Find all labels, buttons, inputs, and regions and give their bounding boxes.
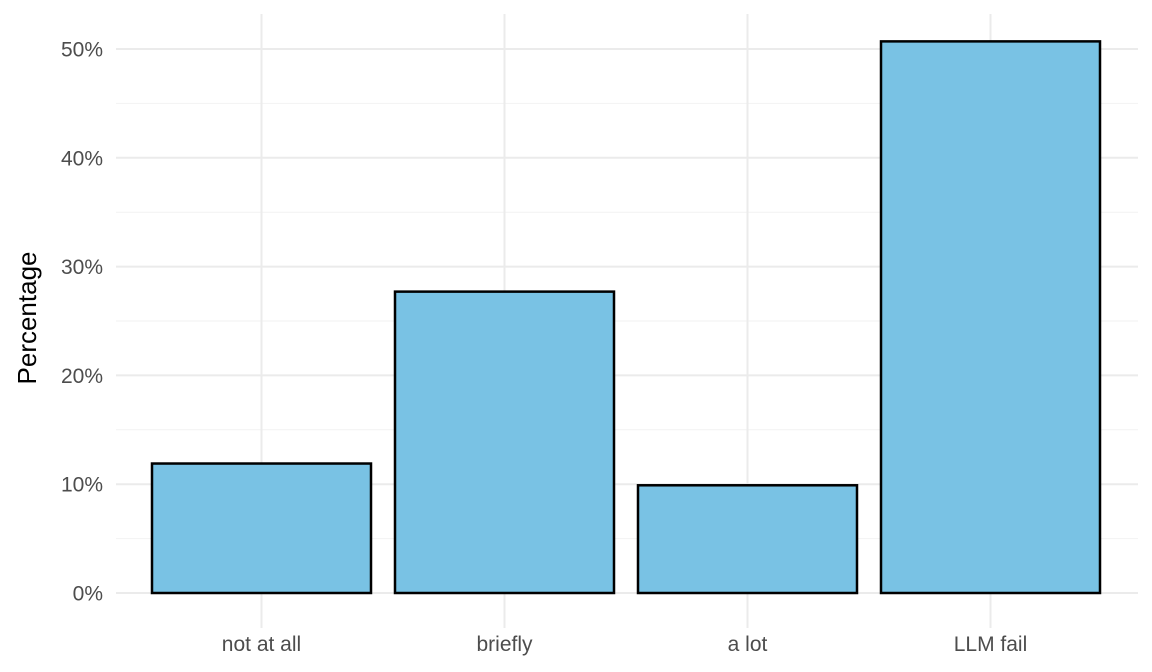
y-tick-label: 30% — [61, 256, 103, 279]
y-axis-title: Percentage — [12, 252, 42, 385]
y-tick-labels: 0% 10% 20% 30% 40% 50% — [61, 39, 103, 606]
y-tick-label: 20% — [61, 365, 103, 388]
y-tick-label: 0% — [73, 583, 103, 606]
x-tick-label: LLM fail — [954, 633, 1028, 656]
bar-a-lot — [636, 484, 859, 595]
y-tick-label: 50% — [61, 39, 103, 62]
x-tick-labels: not at all briefly a lot LLM fail — [222, 633, 1027, 656]
y-tick-label: 10% — [61, 474, 103, 497]
bar-llm-fail — [879, 40, 1102, 595]
x-tick-label: briefly — [476, 633, 533, 656]
x-tick-label: a lot — [728, 633, 768, 656]
bar-not-at-all — [150, 462, 373, 595]
bar-briefly — [393, 290, 616, 595]
bars — [150, 40, 1102, 595]
y-tick-label: 40% — [61, 147, 103, 170]
x-tick-label: not at all — [222, 633, 301, 656]
